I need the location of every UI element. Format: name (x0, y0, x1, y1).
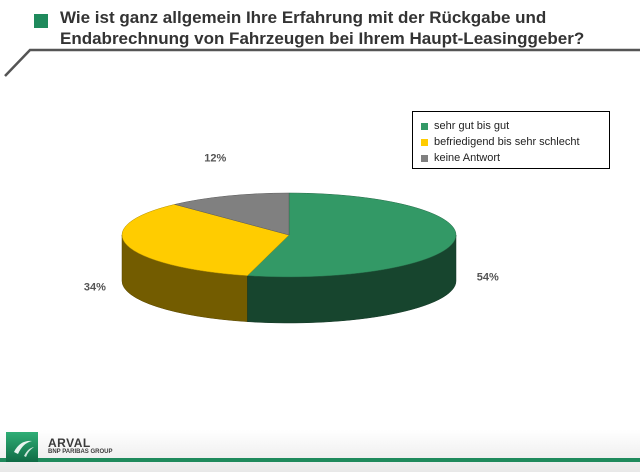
legend-item: sehr gut bis gut (421, 118, 609, 134)
legend-item: keine Antwort (421, 150, 609, 166)
legend-label: keine Antwort (434, 152, 501, 164)
data-label: 54% (477, 271, 499, 283)
data-label: 12% (204, 153, 226, 165)
pie-slice (121, 204, 290, 276)
page-title-line-2: Endabrechnung von Fahrzeugen bei Ihrem H… (60, 29, 585, 48)
data-label: 34% (84, 281, 106, 293)
legend-label: befriedigend bis sehr schlecht (434, 136, 580, 148)
pie-chart: 54% 34% 12% (84, 153, 499, 324)
footer-bar (0, 430, 640, 472)
brand-subtitle: BNP PARIBAS GROUP (48, 449, 113, 455)
legend-label: sehr gut bis gut (434, 120, 510, 132)
pie-slice (246, 192, 457, 278)
legend-swatch (421, 138, 428, 146)
legend-item: befriedigend bis sehr schlecht (421, 134, 609, 150)
title-bullet (34, 14, 48, 28)
arval-logo-icon (6, 432, 38, 462)
pie-slice (174, 192, 290, 236)
legend-swatch (421, 122, 428, 130)
brand-name: ARVAL (48, 436, 91, 450)
chart-legend: sehr gut bis gut befriedigend bis sehr s… (412, 111, 610, 169)
legend-swatch (421, 154, 428, 162)
title-underline (4, 48, 640, 77)
footer-accent-line (0, 458, 640, 462)
page-title: Wie ist ganz allgemein Ihre Erfahrung mi… (60, 7, 620, 49)
page-title-line-1: Wie ist ganz allgemein Ihre Erfahrung mi… (60, 8, 547, 27)
